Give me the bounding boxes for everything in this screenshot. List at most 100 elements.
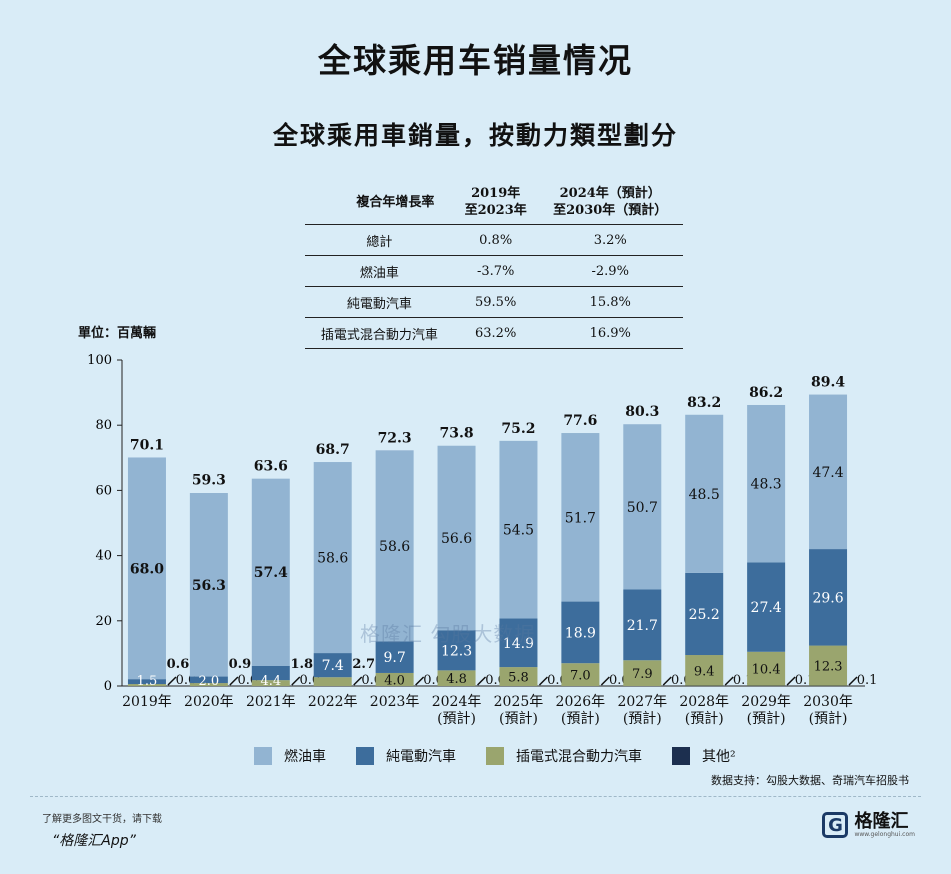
- bar-segment-phev: [623, 660, 662, 686]
- cagr-row-v1: 59.5%: [453, 286, 538, 318]
- cagr-header-col1: 2019年 至2023年: [454, 180, 538, 225]
- bar-segment-fuel: [437, 445, 476, 631]
- x-tick-label: 2028年: [679, 694, 729, 710]
- x-tick-label: 2029年: [741, 694, 791, 710]
- data-label-fuel: 68.0: [130, 561, 164, 577]
- logo-mark-icon: G: [822, 812, 849, 838]
- legend-swatch-fuel: [254, 747, 272, 765]
- data-label-fuel: 58.6: [317, 551, 348, 567]
- leader-line-other: [662, 676, 672, 686]
- data-label-fuel: 56.3: [192, 578, 226, 594]
- cagr-row-v2: -2.9%: [537, 255, 683, 287]
- data-label-phev: 7.0: [570, 669, 591, 684]
- data-label-fuel: 48.5: [689, 487, 720, 503]
- data-label-fuel: 51.7: [565, 510, 596, 526]
- legend-swatch-phev: [486, 747, 504, 765]
- data-label-fuel: 57.4: [254, 565, 288, 581]
- unit-label: 單位：百萬輛: [78, 326, 157, 341]
- cagr-row-label: 純電動汽車: [305, 286, 454, 318]
- leader-line-other: [353, 676, 363, 686]
- logo-text: 格隆汇 www.gelonghui.com: [854, 811, 915, 839]
- legend-label-phev: 插電式混合動力汽車: [516, 749, 642, 765]
- x-tick-label: (預計): [499, 711, 538, 727]
- table-row: 總計 0.8% 3.2%: [305, 224, 683, 256]
- stacked-bar-chart: 02040608010068.01.50.60.070.12019年56.32.…: [87, 353, 877, 727]
- x-tick-label: 2024年: [432, 694, 482, 710]
- leader-line-other: [786, 676, 796, 686]
- data-label-total: 89.4: [811, 375, 845, 391]
- cagr-row-v1: -3.7%: [453, 255, 538, 287]
- cagr-row-v2: 16.9%: [537, 317, 683, 349]
- y-tick-label: 100: [87, 353, 112, 368]
- bar-segment-phev: [747, 651, 786, 686]
- data-label-bev: 4.4: [260, 674, 281, 689]
- x-tick-label: (預計): [437, 711, 476, 727]
- bar-segment-phev: [375, 672, 414, 686]
- data-label-bev: 18.9: [565, 625, 596, 641]
- bar-segment-bev: [127, 679, 166, 685]
- data-label-phev: 4.8: [446, 672, 467, 687]
- table-row: 插電式混合動力汽車 63.2% 16.9%: [305, 317, 683, 349]
- data-label-bev: 14.9: [503, 636, 534, 652]
- data-label-bev: 1.5: [137, 674, 158, 689]
- data-label-fuel: 50.7: [627, 500, 658, 516]
- x-tick-label: (預計): [685, 711, 724, 727]
- x-tick-label: 2026年: [556, 694, 606, 710]
- legend-item-bev: 純電動汽車: [356, 746, 456, 766]
- logo-name: 格隆汇: [854, 811, 909, 832]
- page-title: 全球乘用车销量情况: [318, 41, 633, 80]
- data-label-total: 73.8: [439, 425, 473, 441]
- bar-segment-fuel: [375, 450, 414, 642]
- leader-line-other: [415, 676, 425, 686]
- bar-segment-phev: [809, 645, 848, 686]
- data-label-total: 72.3: [378, 430, 412, 446]
- bar-segment-phev: [189, 683, 228, 686]
- data-label-bev: 9.7: [383, 650, 405, 666]
- y-tick-label: 60: [95, 483, 112, 498]
- bar-segment-fuel: [127, 457, 166, 680]
- data-label-bev: 25.2: [689, 607, 720, 623]
- leader-line-other: [291, 676, 301, 686]
- bar-segment-bev: [375, 641, 414, 673]
- x-tick-label: 2027年: [617, 694, 667, 710]
- x-tick-label: 2021年: [246, 694, 296, 710]
- bar-segment-bev: [313, 653, 352, 678]
- data-label-bev: 29.6: [812, 590, 843, 606]
- legend-swatch-other: [672, 747, 690, 765]
- data-label-total: 59.3: [192, 473, 226, 489]
- data-label-total: 83.2: [687, 395, 721, 411]
- y-tick-label: 0: [104, 679, 112, 694]
- bar-segment-bev: [499, 618, 538, 668]
- bar-segment-fuel: [747, 404, 786, 563]
- y-tick-label: 80: [95, 418, 112, 433]
- x-tick-label: (預計): [561, 711, 600, 727]
- cagr-row-label: 插電式混合動力汽車: [305, 317, 454, 349]
- bar-segment-fuel: [685, 414, 724, 573]
- legend-swatch-bev: [356, 747, 374, 765]
- bar-segment-fuel: [809, 394, 848, 550]
- cagr-header-label: 複合年增長率: [356, 194, 435, 210]
- bar-segment-fuel: [561, 433, 600, 602]
- bar-segment-bev: [561, 601, 600, 664]
- table-row: 燃油車 -3.7% -2.9%: [305, 255, 683, 287]
- table-row: 純電動汽車 59.5% 15.8%: [305, 286, 683, 318]
- cagr-row-v2: 3.2%: [537, 224, 683, 256]
- bar-segment-bev: [685, 572, 724, 656]
- x-tick-label: (預計): [809, 711, 848, 727]
- cagr-header-col1-line1: 2019年: [471, 186, 521, 201]
- cagr-header-col1-line2: 至2023年: [464, 203, 527, 218]
- data-label-phev: 12.3: [814, 660, 843, 675]
- x-tick-label: (預計): [623, 711, 662, 727]
- legend-label-bev: 純電動汽車: [386, 749, 456, 765]
- data-label-phev: 1.8: [290, 657, 313, 672]
- bar-segment-phev: [685, 655, 724, 686]
- data-label-fuel: 58.6: [379, 539, 410, 555]
- data-label-phev: 0.9: [229, 657, 252, 672]
- bar-segment-bev: [747, 562, 786, 652]
- data-label-fuel: 48.3: [751, 477, 782, 493]
- y-tick-label: 40: [95, 549, 112, 564]
- leader-line-other: [848, 676, 858, 686]
- data-label-phev: 0.6: [167, 657, 190, 672]
- x-tick-label: 2020年: [184, 694, 234, 710]
- cagr-row-v1: 0.8%: [453, 224, 538, 256]
